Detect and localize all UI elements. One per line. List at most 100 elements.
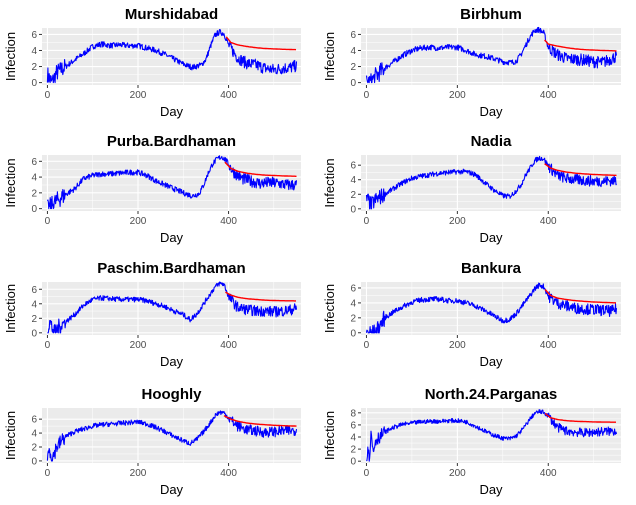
chart-panel: 0 200 400 0 2 4 6 Paschim.Bardhaman Day Infection xyxy=(3,260,301,369)
y-axis-title: Infection xyxy=(3,411,18,460)
y-tick-label: 0 xyxy=(350,204,356,215)
x-tick-label: 400 xyxy=(540,216,557,227)
x-tick-label: 400 xyxy=(220,340,237,351)
chart-panel: 0 200 40002468North.24.ParganasDayInfectio… xyxy=(322,386,621,497)
y-tick-label: 0 xyxy=(350,328,356,339)
x-tick-label: 0 xyxy=(364,216,370,227)
y-tick-label: 6 xyxy=(350,161,356,172)
chart-panel: 0 200 400 0 2 4 6 Bankura Day Infection xyxy=(322,260,621,369)
fitted-series-line xyxy=(224,161,297,177)
y-tick-label: 6 xyxy=(31,415,37,426)
y-tick-label: 8 xyxy=(350,408,356,419)
observed-series-line xyxy=(365,155,617,210)
y-tick-label: 4 xyxy=(31,173,37,184)
x-tick-label: 400 xyxy=(220,90,237,101)
y-tick-label: 2 xyxy=(31,314,37,325)
panel-title: Birbhum xyxy=(460,6,522,23)
y-tick-label: 2 xyxy=(350,445,356,456)
y-tick-label: 6 xyxy=(31,285,37,296)
x-tick-label: 200 xyxy=(449,90,466,101)
y-tick-label: 6 xyxy=(31,30,37,41)
y-axis-title: Infection xyxy=(3,284,18,333)
observed-series-line xyxy=(46,410,298,462)
fitted-series-line xyxy=(544,412,616,423)
y-tick-label: 6 xyxy=(350,420,356,431)
y-tick-label: 0 xyxy=(350,457,356,468)
fitted-series-line xyxy=(544,39,617,52)
y-axis-title: Infection xyxy=(322,158,337,207)
fitted-series-line xyxy=(223,415,297,427)
x-axis-title: Day xyxy=(479,230,503,245)
fitted-series-line xyxy=(225,291,296,302)
y-tick-label: 0 xyxy=(31,204,37,215)
y-tick-label: 2 xyxy=(350,62,356,73)
panel-title: Nadia xyxy=(471,133,513,150)
y-tick-label: 4 xyxy=(31,429,37,440)
x-axis-title: Day xyxy=(160,354,184,369)
x-axis-title: Day xyxy=(479,354,503,369)
x-tick-label: 200 xyxy=(449,216,466,227)
observed-series-line xyxy=(365,26,618,84)
observed-series-line xyxy=(366,409,618,462)
y-tick-label: 0 xyxy=(31,78,37,89)
y-axis-title: Infection xyxy=(3,158,18,207)
x-tick-label: 200 xyxy=(130,340,147,351)
panel-title: Paschim.Bardhaman xyxy=(97,260,245,277)
y-tick-label: 6 xyxy=(350,30,356,41)
panel-title: Bankura xyxy=(461,260,522,277)
observed-series-line xyxy=(365,282,618,334)
y-tick-label: 4 xyxy=(31,299,37,310)
y-tick-label: 4 xyxy=(350,175,356,186)
y-axis-title: Infection xyxy=(322,411,337,460)
plot-background xyxy=(42,28,301,85)
x-tick-label: 400 xyxy=(220,468,237,479)
y-axis-title: Infection xyxy=(322,284,337,333)
y-axis-title: Infection xyxy=(3,32,18,81)
panel-title: Purba.Bardhaman xyxy=(107,133,236,150)
x-tick-label: 400 xyxy=(540,340,557,351)
x-tick-label: 200 xyxy=(130,468,147,479)
y-tick-label: 2 xyxy=(31,188,37,199)
y-tick-label: 0 xyxy=(350,78,356,89)
y-tick-label: 4 xyxy=(350,298,356,309)
y-tick-label: 6 xyxy=(31,157,37,168)
x-axis-title: Day xyxy=(160,230,184,245)
y-tick-label: 2 xyxy=(31,442,37,453)
chart-panel: 0 200 400 0 2 4 6 Nadia Day Infection xyxy=(322,133,621,245)
y-tick-label: 4 xyxy=(350,433,356,444)
fitted-series-line xyxy=(544,289,617,304)
chart-panel: 0 200 400 0 2 4 6 Birbhum Day Infection xyxy=(322,6,621,119)
x-tick-label: 400 xyxy=(540,468,557,479)
chart-panel: 0 200 400 0 2 4 6 Hooghly Day Infection xyxy=(3,386,301,497)
y-tick-label: 2 xyxy=(31,62,37,73)
x-tick-label: 200 xyxy=(449,468,466,479)
panel-title: Murshidabad xyxy=(125,6,218,23)
y-tick-label: 2 xyxy=(350,313,356,324)
chart-panel: 0 200 400 0 2 4 6 Purba.Bardhaman Day Infection xyxy=(3,133,301,245)
observed-series-line xyxy=(47,281,298,334)
x-tick-label: 0 xyxy=(364,90,370,101)
y-tick-label: 6 xyxy=(350,283,356,294)
x-tick-label: 400 xyxy=(220,216,237,227)
y-tick-label: 2 xyxy=(350,190,356,201)
fitted-series-line xyxy=(544,163,617,177)
x-tick-label: 0 xyxy=(45,468,51,479)
x-tick-label: 0 xyxy=(45,216,51,227)
chart-panel: 0 200 400 0 2 4 6 Murshidabad Day Infection xyxy=(3,6,301,119)
x-tick-label: 0 xyxy=(45,90,51,101)
x-axis-title: Day xyxy=(479,482,503,497)
x-tick-label: 200 xyxy=(130,216,147,227)
x-axis-title: Day xyxy=(160,104,184,119)
x-tick-label: 200 xyxy=(449,340,466,351)
x-tick-label: 0 xyxy=(45,340,51,351)
panel-title: North.24.Parganas xyxy=(425,386,558,403)
x-axis-title: Day xyxy=(160,482,184,497)
x-axis-title: Day xyxy=(479,104,503,119)
observed-series-line xyxy=(46,28,298,84)
observed-series-line xyxy=(46,155,298,210)
y-axis-title: Infection xyxy=(322,32,337,81)
y-tick-label: 4 xyxy=(31,46,37,57)
x-tick-label: 200 xyxy=(130,90,147,101)
x-tick-label: 400 xyxy=(540,90,557,101)
